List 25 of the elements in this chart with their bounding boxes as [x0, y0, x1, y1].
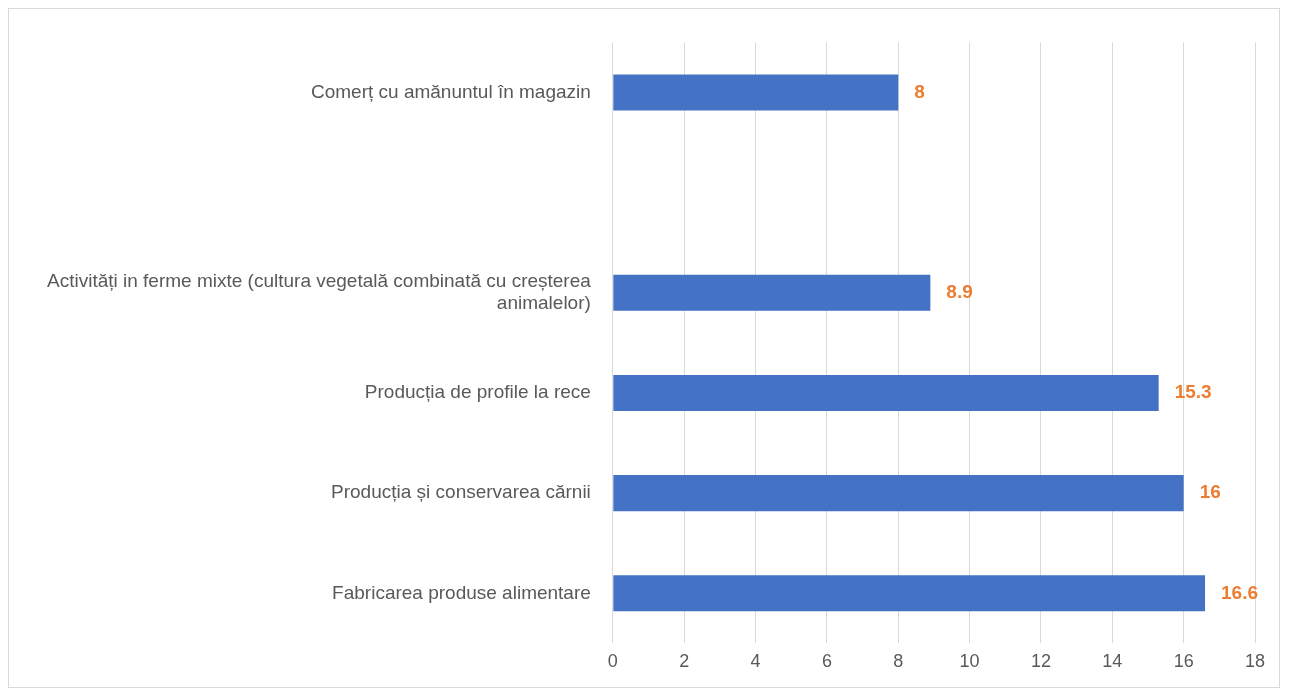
y-tick-label: Activități in ferme mixte (cultura vegetală combinată cu creșterea animalelor) [46, 269, 592, 314]
bar [613, 575, 1206, 612]
bar [613, 475, 1184, 512]
x-tick-label: 2 [679, 651, 690, 672]
bar [613, 274, 931, 311]
y-tick-label: Producția de profile la rece [364, 381, 591, 403]
bar [613, 374, 1159, 412]
data-label: 8.9 [946, 281, 973, 303]
x-tick-label: 8 [893, 651, 904, 672]
x-tick-label: 6 [821, 651, 832, 672]
bar [613, 74, 899, 111]
x-tick-label: 0 [607, 651, 618, 672]
x-tick-label: 14 [1102, 651, 1123, 672]
x-tick-label: 16 [1173, 651, 1194, 672]
x-tick-label: 10 [959, 651, 980, 672]
x-tick-label: 18 [1244, 651, 1266, 672]
y-tick-label: Producția și conservarea cărnii [331, 481, 591, 503]
y-tick-label: Fabricarea produse alimentare [332, 581, 591, 603]
x-tick-label: 4 [750, 651, 761, 672]
x-tick-label: 12 [1030, 651, 1051, 672]
data-label: 16 [1199, 481, 1221, 503]
data-label: 16.6 [1221, 581, 1259, 603]
data-label: 8 [914, 80, 925, 102]
data-label: 15.3 [1174, 381, 1212, 403]
y-tick-label: Comerț cu amănuntul în magazin [310, 80, 591, 102]
